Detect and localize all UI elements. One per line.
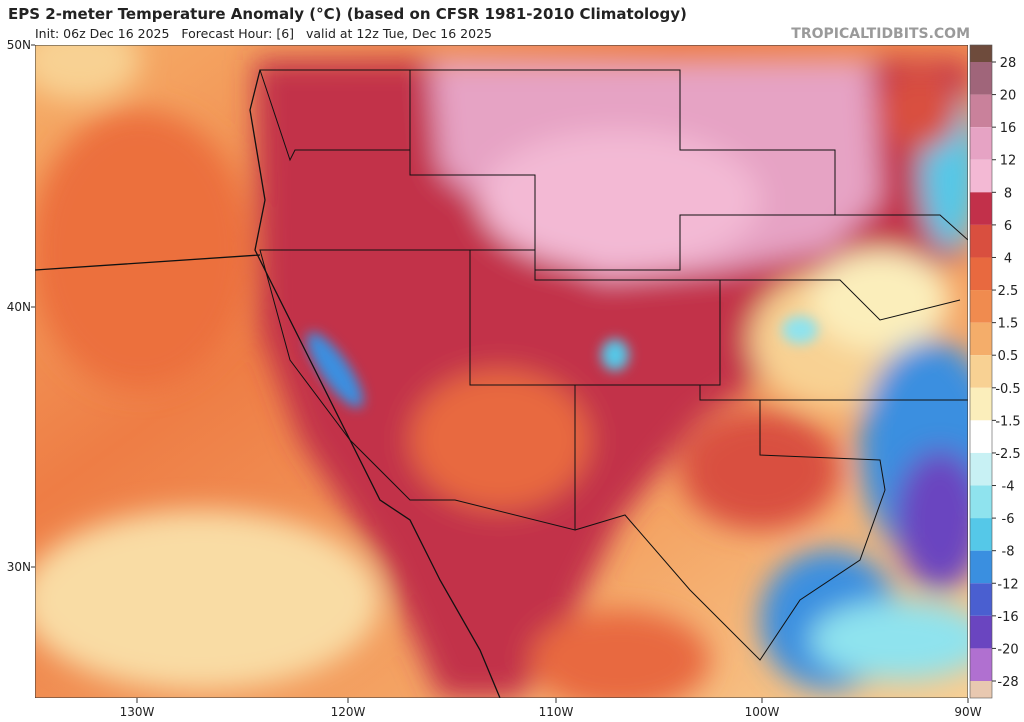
colorbar-swatch [970, 648, 992, 681]
colorbar-label: 12 [1000, 154, 1017, 169]
colorbar-label: -6 [1002, 512, 1015, 527]
colorbar-swatch [970, 355, 992, 388]
map [35, 45, 968, 698]
title: EPS 2-meter Temperature Anomaly (°C) (ba… [8, 5, 687, 23]
colorbar-swatch [970, 45, 992, 62]
colorbar-label: 8 [1004, 186, 1012, 201]
colorbar-label: -2.5 [995, 447, 1020, 462]
colorbar-swatch [970, 550, 992, 584]
watermark: TROPICALTIDBITS.COM [791, 26, 970, 42]
colorbar-label: -0.5 [995, 382, 1020, 397]
colorbar-swatch [970, 583, 992, 616]
colorbar-swatch [970, 322, 992, 356]
colorbar-swatch [970, 159, 992, 193]
longitude-label: 120W [331, 705, 366, 718]
colorbar-label: 4 [1004, 251, 1012, 266]
latitude-label: 30N [7, 560, 31, 574]
longitude-label: 110W [539, 705, 574, 718]
anomaly-field [35, 45, 968, 698]
cold-spots [306, 316, 818, 408]
colorbar-label: -8 [1002, 545, 1015, 560]
colorbar-swatch [970, 452, 992, 486]
colorbar-label: -1.5 [995, 414, 1020, 429]
latitude-label: 40N [7, 300, 31, 314]
colorbar-label: -12 [997, 577, 1018, 592]
colorbar-swatch [970, 224, 992, 258]
subtitle: Init: 06z Dec 16 2025 Forecast Hour: [6]… [35, 26, 492, 41]
colorbar-swatch [970, 485, 992, 519]
latitude-labels: 50N 40N 30N [7, 38, 35, 574]
colorbar-label: 0.5 [998, 349, 1019, 364]
colorbar-swatch [970, 615, 992, 649]
colorbar-frame [969, 44, 993, 699]
colorbar-swatch [970, 62, 992, 95]
colorbar-swatch [970, 681, 992, 698]
colorbar-label: 28 [1000, 56, 1017, 71]
colorbar-swatch [970, 290, 992, 323]
colorbar-label: 16 [1000, 121, 1017, 136]
borders [35, 69, 968, 698]
colorbar-swatch [970, 387, 992, 421]
colorbar-swatch [970, 192, 992, 225]
longitude-label: 100W [745, 705, 780, 718]
colorbar: 28 20 16 12 8 6 4 2.5 1.5 0.5 -0.5 -1.5 -2.5 -4 -6 -8 -1… [969, 44, 1021, 699]
colorbar-label: 6 [1004, 219, 1012, 234]
longitude-label: 130W [120, 705, 155, 718]
colorbar-swatch [970, 257, 992, 291]
longitude-labels: 130W 120W 110W 100W 90W [120, 698, 982, 719]
colorbar-swatch [970, 420, 992, 453]
longitude-label: 90W [954, 705, 981, 718]
colorbar-swatch [970, 94, 992, 128]
latitude-label: 50N [7, 38, 31, 52]
colorbar-swatch [970, 127, 992, 160]
colorbar-label: -4 [1002, 480, 1015, 495]
colorbar-label: 2.5 [998, 284, 1019, 299]
colorbar-label: -20 [997, 642, 1018, 657]
colorbar-swatch [970, 518, 992, 551]
colorbar-label: 1.5 [998, 317, 1019, 332]
colorbar-label: -16 [997, 610, 1018, 625]
colorbar-label: -28 [997, 675, 1018, 690]
colorbar-label: 20 [1000, 89, 1017, 104]
